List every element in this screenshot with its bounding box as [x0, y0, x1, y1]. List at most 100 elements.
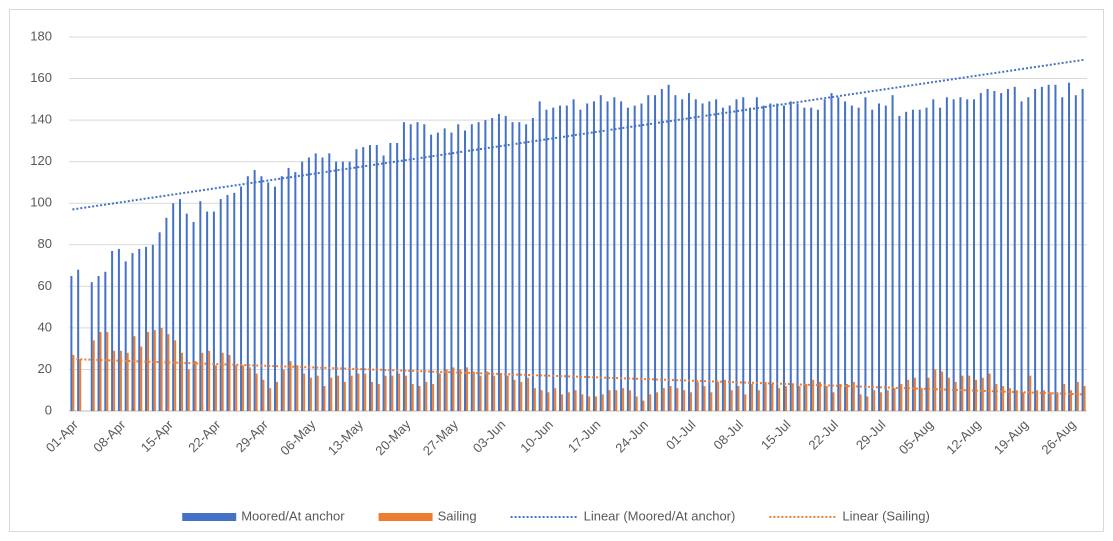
bar [479, 375, 482, 411]
bar [735, 99, 738, 411]
bar [635, 396, 638, 411]
y-tick-label: 140 [30, 112, 52, 127]
bar [667, 84, 670, 412]
bar [832, 392, 835, 411]
y-tick-label: 180 [30, 28, 52, 43]
bar [893, 388, 896, 411]
bar [269, 388, 272, 411]
bar [1061, 97, 1064, 411]
bar [864, 97, 867, 411]
bar [703, 386, 706, 411]
bar [330, 377, 333, 411]
bar [796, 103, 799, 411]
bar [140, 346, 143, 411]
bar [959, 97, 962, 411]
bar [364, 373, 367, 411]
bar [226, 194, 229, 411]
bar [504, 115, 507, 411]
bar [389, 142, 392, 411]
bar [995, 383, 998, 411]
bar [228, 354, 231, 411]
bar [1000, 93, 1003, 411]
bar [654, 95, 657, 411]
bar [574, 390, 577, 411]
bar [491, 118, 494, 412]
legend-swatch [378, 513, 433, 521]
bar [1006, 88, 1009, 411]
bar [694, 99, 697, 411]
bar [966, 99, 969, 411]
bar [124, 261, 127, 411]
bar [208, 350, 211, 411]
bar [859, 394, 862, 411]
bar [296, 365, 299, 411]
bar [520, 381, 523, 411]
bar [335, 161, 338, 411]
bar [907, 379, 910, 411]
bar [533, 388, 536, 411]
bar [676, 388, 679, 411]
bar [647, 95, 650, 411]
bar [70, 275, 73, 411]
bar [131, 253, 134, 411]
bar [348, 161, 351, 411]
bar [830, 93, 833, 411]
bar [167, 334, 170, 411]
bar [620, 101, 623, 412]
bar [812, 379, 815, 411]
bar [341, 161, 344, 411]
bar [323, 386, 326, 411]
bar [850, 105, 853, 412]
bar [178, 199, 181, 411]
bar [316, 375, 319, 411]
bar [1083, 386, 1086, 411]
bar [111, 251, 114, 411]
bar [411, 383, 414, 411]
bar [506, 375, 509, 411]
bar [303, 373, 306, 411]
bar [430, 134, 433, 411]
y-tick-label: 0 [45, 402, 52, 417]
bar [350, 375, 353, 411]
bar [214, 365, 217, 411]
bar [301, 161, 304, 411]
bar [113, 350, 116, 411]
bar [452, 367, 455, 411]
bar [900, 383, 903, 411]
bar [782, 105, 785, 412]
bar [626, 107, 629, 412]
y-tick-label: 120 [30, 153, 52, 168]
bar [355, 149, 358, 411]
bar [527, 377, 530, 411]
bar [728, 105, 731, 412]
bar [287, 167, 290, 411]
bar [764, 381, 767, 411]
bar [823, 99, 826, 411]
bar [343, 381, 346, 411]
bar [723, 379, 726, 411]
bar [212, 211, 215, 411]
bar [1040, 86, 1043, 411]
bar [253, 169, 256, 411]
legend-label: Linear (Sailing) [842, 508, 929, 523]
bar [377, 383, 380, 411]
bar [988, 373, 991, 411]
bar [273, 186, 276, 411]
bar [77, 269, 80, 411]
legend-label: Linear (Moored/At anchor) [584, 508, 736, 523]
bar [810, 107, 813, 412]
bar [581, 394, 584, 411]
trendline [72, 358, 1084, 396]
bar [1047, 84, 1050, 412]
bar [1029, 375, 1032, 411]
bar [307, 157, 310, 411]
bar [79, 359, 82, 411]
bar [789, 101, 792, 412]
bar [640, 103, 643, 411]
bar [362, 147, 365, 411]
bar [642, 400, 645, 411]
bar [749, 107, 752, 412]
bar [898, 115, 901, 411]
bar [825, 386, 828, 411]
